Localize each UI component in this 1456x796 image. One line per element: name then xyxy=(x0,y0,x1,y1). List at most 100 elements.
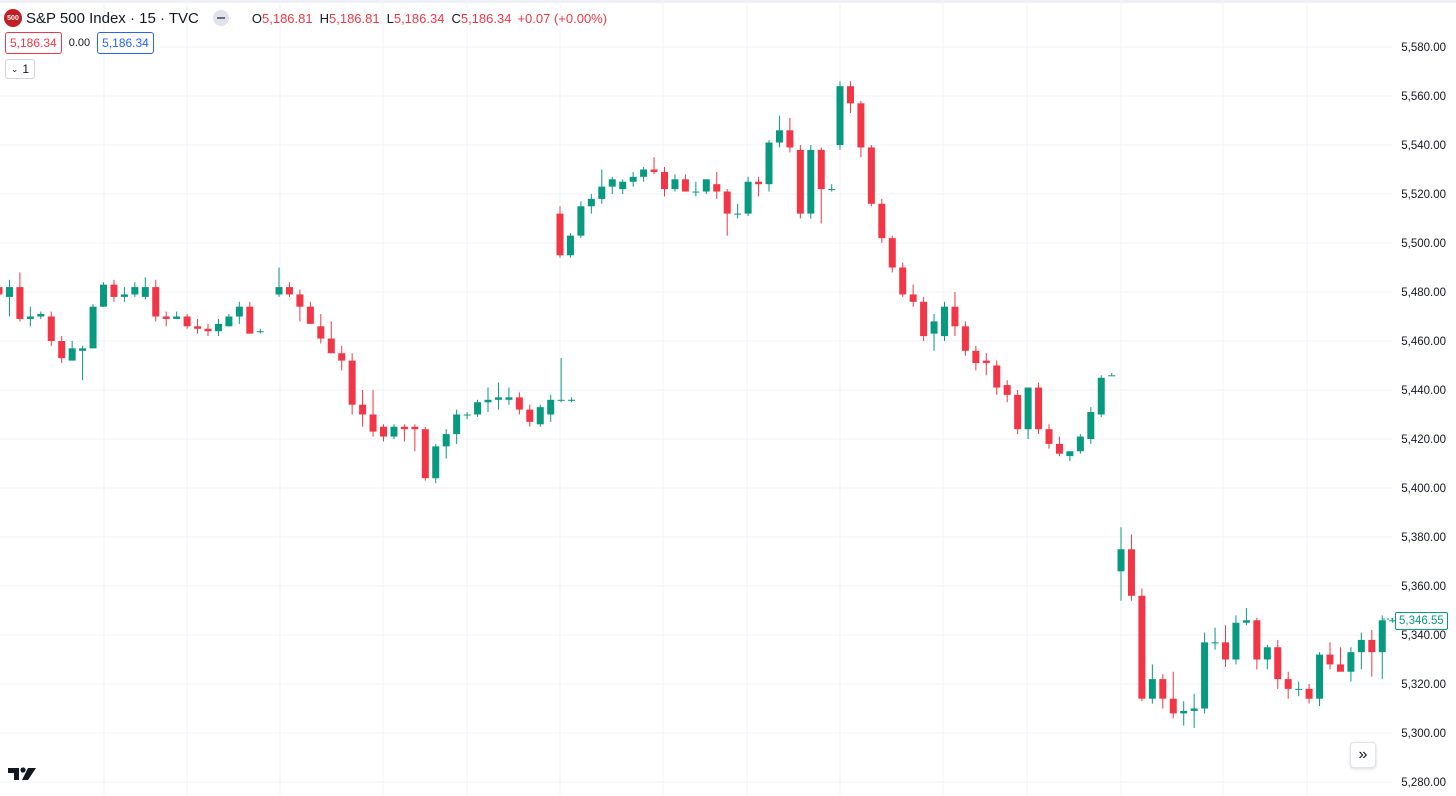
candle-body xyxy=(100,284,107,307)
candle-body xyxy=(327,338,335,354)
ohlc-high-key: H xyxy=(319,10,329,26)
candle-body xyxy=(899,267,907,295)
candle-body xyxy=(1253,620,1261,660)
candle-body xyxy=(1274,647,1282,680)
candle-body xyxy=(0,287,3,295)
candle-body xyxy=(692,191,700,193)
y-tick-label: 5,420.00 xyxy=(1401,434,1446,446)
candle-body xyxy=(1190,708,1198,711)
candle-body xyxy=(306,306,314,324)
y-tick-label: 5,580.00 xyxy=(1401,42,1446,54)
candle-body xyxy=(484,399,492,403)
candle-body xyxy=(1076,436,1084,452)
tradingview-logo-icon[interactable] xyxy=(8,764,38,784)
candle-body xyxy=(1117,549,1125,572)
candle-body xyxy=(432,446,440,479)
candle-body xyxy=(920,301,928,337)
candle-body xyxy=(204,328,212,332)
ohlc-close-key: C xyxy=(451,10,461,26)
candle-body xyxy=(214,323,222,332)
candle-body xyxy=(568,399,576,401)
ohlc-low-key: L xyxy=(386,10,394,26)
candle-body xyxy=(930,321,938,334)
candle-body xyxy=(246,306,254,334)
candle-body xyxy=(58,341,66,359)
candle-body xyxy=(131,287,139,295)
candle-body xyxy=(650,169,658,172)
candle-body xyxy=(587,198,595,207)
symbol-title[interactable]: S&P 500 Index · 15 · TVC xyxy=(26,9,199,27)
candle-body xyxy=(256,331,264,333)
candle-body xyxy=(744,181,752,214)
buy-price-button[interactable]: 5,186.34 xyxy=(97,32,154,54)
candle-body xyxy=(26,316,34,319)
symbol-legend: 500 S&P 500 Index · 15 · TVC O 5,186.81 H… xyxy=(4,7,607,29)
candle-body xyxy=(1295,688,1303,690)
candle-body xyxy=(1336,664,1344,672)
candle-body xyxy=(629,176,637,182)
candle-body xyxy=(993,365,1001,388)
candle-body xyxy=(1024,387,1032,430)
candle-body xyxy=(577,206,585,236)
candle-body xyxy=(338,353,346,361)
indicators-toggle-button[interactable]: ⌄ 1 xyxy=(5,59,35,79)
price-axis[interactable]: 5,280.00 5,300.00 5,320.00 5,340.00 5,360.00… xyxy=(1401,42,1446,789)
candle-body xyxy=(1097,377,1105,415)
y-tick-label: 5,280.00 xyxy=(1401,777,1446,789)
candle-body xyxy=(68,348,76,361)
y-tick-label: 5,460.00 xyxy=(1401,336,1446,348)
candle-body xyxy=(961,326,969,351)
candle-body xyxy=(1211,642,1219,644)
candle-body xyxy=(557,399,565,401)
ohlc-close-value: 5,186.34 xyxy=(460,10,512,26)
candle-body xyxy=(463,414,471,416)
candle-body xyxy=(400,426,408,430)
candle-body xyxy=(348,360,356,405)
candle-body xyxy=(494,397,502,400)
candle-body xyxy=(713,184,721,192)
candle-body xyxy=(1066,451,1074,457)
y-tick-label: 5,400.00 xyxy=(1401,483,1446,495)
spread-value: 0.00 xyxy=(68,37,91,49)
candle-body xyxy=(1378,620,1386,653)
candle-body xyxy=(796,149,804,214)
candle-body xyxy=(1148,679,1156,699)
candle-body xyxy=(285,287,293,295)
candle-body xyxy=(526,409,534,422)
y-tick-label: 5,300.00 xyxy=(1401,728,1446,740)
candle-body xyxy=(390,426,398,437)
candle-body xyxy=(888,238,896,268)
candle-body xyxy=(515,397,523,410)
candle-body xyxy=(1169,698,1177,714)
y-tick-label: 5,540.00 xyxy=(1401,140,1446,152)
quote-row: 5,186.34 0.00 5,186.34 xyxy=(5,32,154,54)
y-tick-label: 5,360.00 xyxy=(1401,581,1446,593)
candle-body xyxy=(681,179,689,192)
sp500-logo-icon: 500 xyxy=(4,9,22,27)
candle-body xyxy=(505,397,513,400)
candle-body xyxy=(194,326,202,329)
candle-body xyxy=(89,306,97,349)
scroll-to-realtime-button[interactable]: » xyxy=(1350,742,1376,768)
candle-body xyxy=(867,147,875,204)
hide-legend-icon[interactable] xyxy=(212,10,229,26)
candle-body xyxy=(1138,595,1146,699)
candle-body xyxy=(566,235,574,256)
ohlc-change: +0.07 (+0.00%) xyxy=(517,10,608,26)
candle-body xyxy=(1003,385,1011,395)
sell-price-button[interactable]: 5,186.34 xyxy=(5,32,62,54)
candle-body xyxy=(536,407,544,425)
candle-body xyxy=(141,287,149,297)
candle-body xyxy=(359,404,367,415)
candle-body xyxy=(1389,620,1397,622)
candle-body xyxy=(1232,622,1240,660)
candle-body xyxy=(442,434,450,447)
candle-body xyxy=(846,86,854,104)
candle-body xyxy=(1159,679,1167,699)
candle-body xyxy=(951,306,959,327)
candle-body xyxy=(786,130,794,148)
candle-body xyxy=(1347,652,1355,672)
candle-body xyxy=(619,181,627,190)
candle-body xyxy=(1045,429,1053,444)
